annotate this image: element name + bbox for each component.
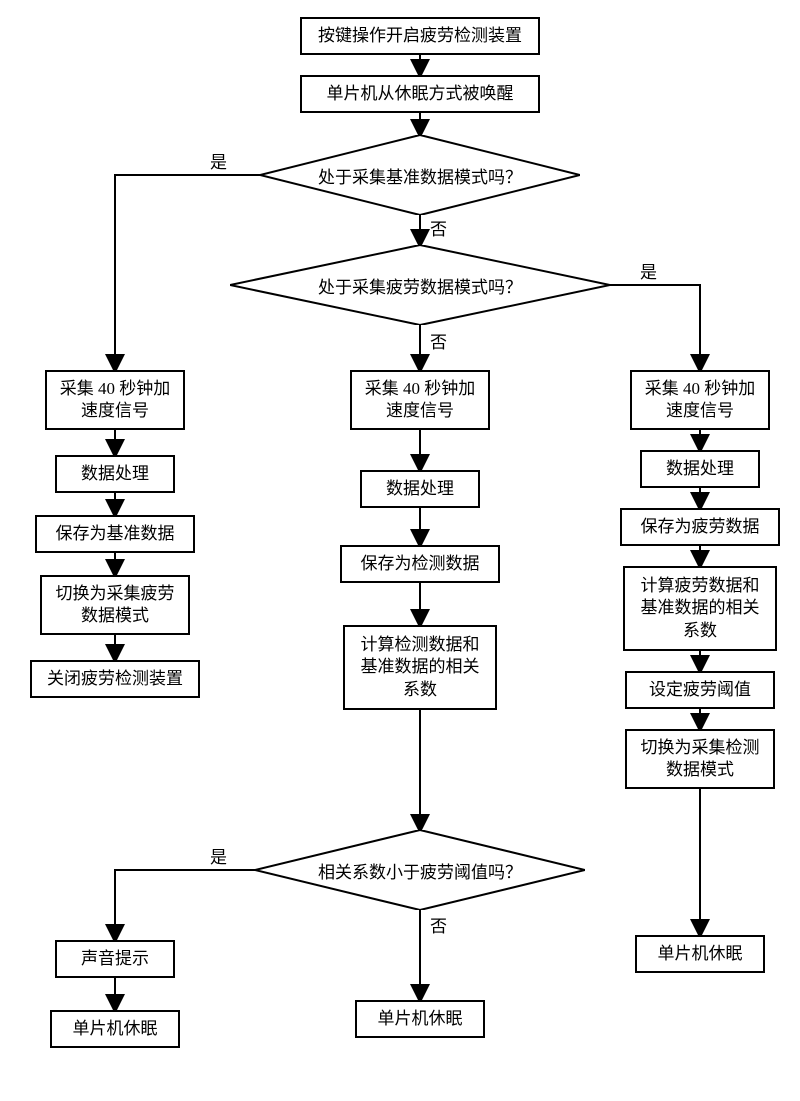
decision-fatigue-mode: 处于采集疲劳数据模式吗？ [230, 245, 610, 325]
node-label: 采集 40 秒钟加速度信号 [640, 378, 760, 422]
edge-label-no: 否 [430, 328, 447, 353]
edge-label-yes: 是 [640, 258, 657, 283]
node-label: 单片机从休眠方式被唤醒 [327, 83, 514, 105]
node-label: 关闭疲劳检测装置 [47, 668, 183, 690]
node-label: 保存为疲劳数据 [641, 516, 760, 538]
node-right-collect: 采集 40 秒钟加速度信号 [630, 370, 770, 430]
node-label: 设定疲劳阈值 [649, 679, 751, 701]
node-start: 按键操作开启疲劳检测装置 [300, 17, 540, 55]
node-label: 数据处理 [666, 458, 734, 480]
node-label: 单片机休眠 [73, 1018, 158, 1040]
node-center-calc: 计算检测数据和基准数据的相关系数 [343, 625, 497, 710]
edge-label-yes: 是 [210, 148, 227, 173]
edge-label-yes: 是 [210, 843, 227, 868]
flowchart-canvas: 按键操作开启疲劳检测装置 单片机从休眠方式被唤醒 处于采集基准数据模式吗？ 是 … [0, 0, 800, 1101]
node-right-switch: 切换为采集检测数据模式 [625, 729, 775, 789]
node-right-threshold: 设定疲劳阈值 [625, 671, 775, 709]
node-label: 单片机休眠 [658, 943, 743, 965]
node-label: 计算检测数据和基准数据的相关系数 [353, 634, 487, 700]
node-sleep-center: 单片机休眠 [355, 1000, 485, 1038]
node-label: 处于采集基准数据模式吗？ [318, 163, 522, 188]
edge-label-no: 否 [430, 215, 447, 240]
node-right-save: 保存为疲劳数据 [620, 508, 780, 546]
node-label: 保存为检测数据 [361, 553, 480, 575]
node-left-collect: 采集 40 秒钟加速度信号 [45, 370, 185, 430]
node-center-process: 数据处理 [360, 470, 480, 508]
node-sleep-left: 单片机休眠 [50, 1010, 180, 1048]
decision-baseline-mode: 处于采集基准数据模式吗？ [260, 135, 580, 215]
node-right-process: 数据处理 [640, 450, 760, 488]
node-label: 声音提示 [81, 948, 149, 970]
decision-threshold: 相关系数小于疲劳阈值吗？ [255, 830, 585, 910]
node-label: 数据处理 [386, 478, 454, 500]
node-label: 计算疲劳数据和基准数据的相关系数 [633, 575, 767, 641]
node-center-collect: 采集 40 秒钟加速度信号 [350, 370, 490, 430]
node-label: 切换为采集检测数据模式 [635, 737, 765, 781]
node-label: 数据处理 [81, 463, 149, 485]
node-right-sleep: 单片机休眠 [635, 935, 765, 973]
node-left-process: 数据处理 [55, 455, 175, 493]
node-wakeup: 单片机从休眠方式被唤醒 [300, 75, 540, 113]
node-left-switch: 切换为采集疲劳数据模式 [40, 575, 190, 635]
node-center-save: 保存为检测数据 [340, 545, 500, 583]
node-label: 采集 40 秒钟加速度信号 [360, 378, 480, 422]
node-label: 切换为采集疲劳数据模式 [50, 583, 180, 627]
node-label: 采集 40 秒钟加速度信号 [55, 378, 175, 422]
node-label: 相关系数小于疲劳阈值吗？ [318, 858, 522, 883]
node-sound: 声音提示 [55, 940, 175, 978]
node-label: 处于采集疲劳数据模式吗？ [318, 273, 522, 298]
edge-label-no: 否 [430, 912, 447, 937]
node-left-close: 关闭疲劳检测装置 [30, 660, 200, 698]
node-label: 保存为基准数据 [56, 523, 175, 545]
node-right-calc: 计算疲劳数据和基准数据的相关系数 [623, 566, 777, 651]
node-label: 单片机休眠 [378, 1008, 463, 1030]
node-label: 按键操作开启疲劳检测装置 [318, 25, 522, 47]
node-left-save: 保存为基准数据 [35, 515, 195, 553]
